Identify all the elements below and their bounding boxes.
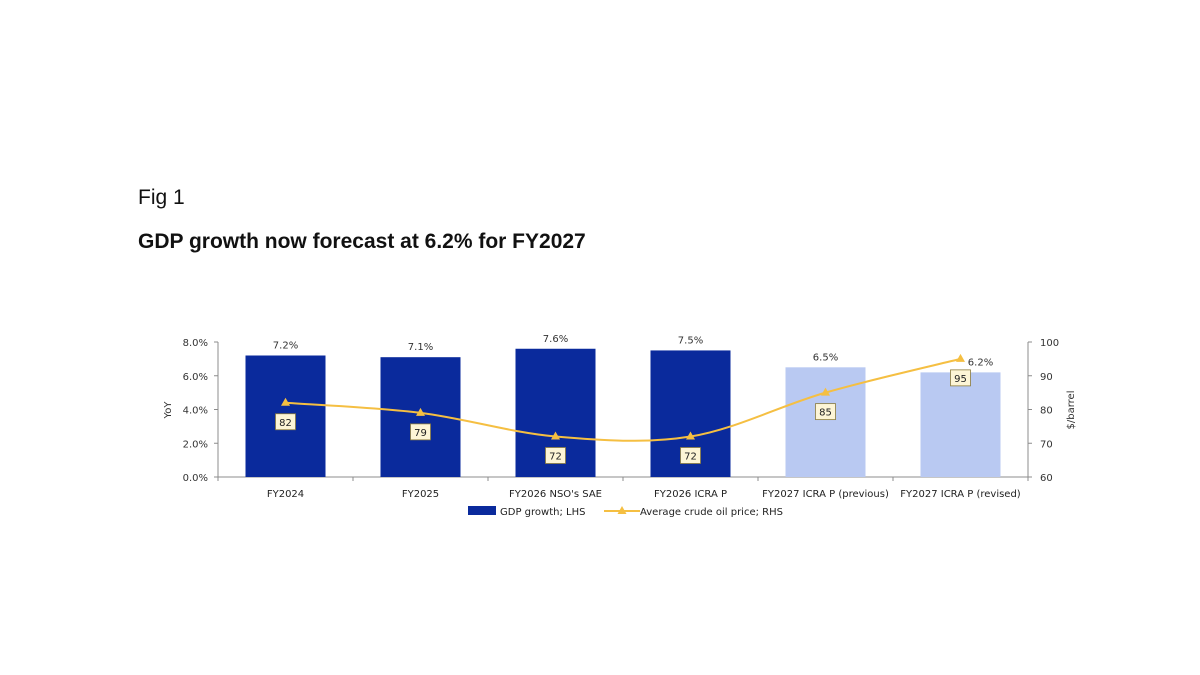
line-data-label-box [545,447,566,464]
bar-data-label: 7.5% [678,335,703,346]
line-data-label-box [410,423,431,441]
line-data-label-box [950,369,971,387]
x-tick-label: FY2027 ICRA P (revised) [900,489,1021,500]
bar-data-label: 7.6% [543,334,568,345]
bar-data-label: 7.1% [408,342,433,353]
bar-gdp-growth [785,367,866,477]
line-crude-oil-price [285,357,961,442]
figure-title: GDP growth now forecast at 6.2% for FY20… [138,230,586,253]
y-right-tick-label: 90 [1040,372,1053,383]
line-data-label: 95 [954,374,967,385]
line-data-label-box [680,447,701,464]
y-left-tick-label: 8.0% [183,338,208,349]
line-point-marker [821,387,830,396]
line-data-label-box [275,413,296,431]
y-left-tick-label: 0.0% [183,473,208,484]
bar-data-label: 6.5% [813,352,838,363]
x-tick-label: FY2026 ICRA P [654,489,727,500]
x-tick-label: FY2024 [267,489,304,500]
bar-gdp-growth [920,372,1001,477]
line-data-label: 72 [549,452,562,463]
y-left-tick-label: 6.0% [183,372,208,383]
y-left-tick-label: 2.0% [183,439,208,450]
y-right-tick-label: 60 [1040,473,1053,484]
figure-label: Fig 1 [138,186,185,209]
legend-label-crude-oil: Average crude oil price; RHS [640,507,783,518]
x-tick-label: FY2027 ICRA P (previous) [762,489,889,500]
y-left-axis-title: YoY [163,401,174,420]
y-right-axis-title: $/barrel [1066,391,1077,430]
bar-data-label: 6.2% [968,357,993,368]
line-point-marker [956,353,965,362]
line-point-marker [551,431,560,440]
y-left-tick-label: 4.0% [183,406,208,417]
line-data-label: 85 [819,408,832,419]
legend-swatch-gdp-growth [468,506,496,515]
y-right-tick-label: 100 [1040,338,1059,349]
line-data-label-box [815,403,836,421]
x-tick-label: FY2026 NSO's SAE [509,489,602,500]
x-tick-label: FY2025 [402,489,439,500]
line-point-marker [686,431,695,440]
line-point-marker [416,407,425,416]
line-data-label: 72 [684,452,697,463]
legend-swatch-crude-oil-marker [617,506,627,514]
line-data-label: 82 [279,418,292,429]
legend-label-gdp-growth: GDP growth; LHS [500,507,585,518]
y-right-tick-label: 80 [1040,406,1053,417]
line-data-label: 79 [414,428,427,439]
y-right-tick-label: 70 [1040,439,1053,450]
line-point-marker [281,397,290,406]
bar-data-label: 7.2% [273,341,298,352]
